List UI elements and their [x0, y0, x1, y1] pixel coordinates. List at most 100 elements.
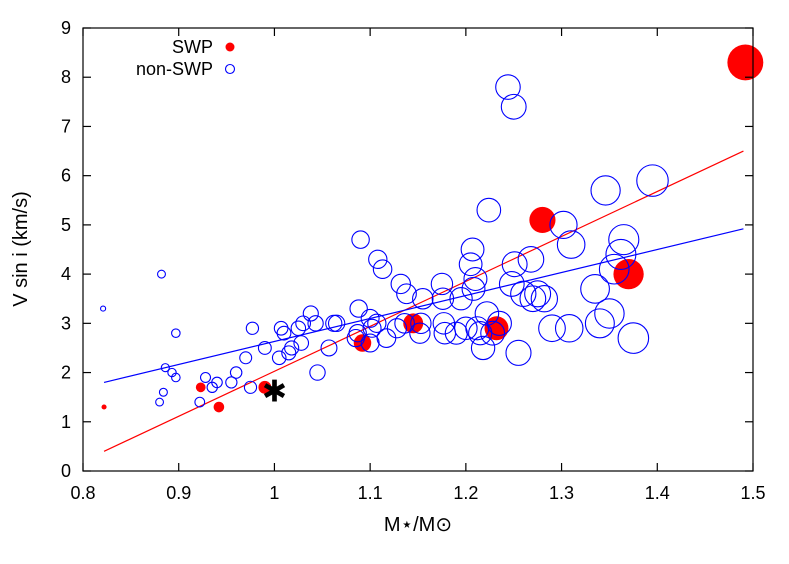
- non-swp-point-55: [449, 287, 473, 311]
- non-swp-point-71: [501, 251, 528, 278]
- non-swp-point-49: [412, 287, 434, 310]
- non-swp-point-40: [368, 249, 388, 270]
- non-swp-point-13: [229, 366, 243, 379]
- non-swp-point-21: [281, 345, 297, 361]
- legend-marker-1: [224, 63, 236, 75]
- non-swp-point-24: [293, 335, 310, 351]
- non-swp-point-20: [276, 325, 292, 341]
- non-swp-point-34: [349, 299, 368, 318]
- non-swp-point-27: [307, 315, 324, 332]
- non-swp-point-12: [225, 376, 238, 389]
- swp-point-5: [403, 313, 424, 334]
- non-swp-point-33: [348, 323, 367, 343]
- fit-line-0: [103, 150, 744, 452]
- y-tick-label-0: 0: [61, 461, 71, 481]
- non-swp-point-14: [239, 351, 253, 365]
- non-swp-point-0: [100, 305, 107, 312]
- y-tick-label-7: 7: [61, 116, 71, 136]
- non-swp-point-89: [617, 322, 650, 354]
- y-tick-label-2: 2: [61, 363, 71, 383]
- x-tick-label-4: 1.2: [453, 483, 478, 503]
- non-swp-point-45: [394, 313, 415, 334]
- swp-point-3: [258, 380, 272, 394]
- non-swp-point-1: [155, 397, 165, 407]
- non-swp-point-39: [367, 313, 387, 333]
- non-swp-point-67: [486, 310, 512, 336]
- x-tick-label-2: 1: [269, 483, 279, 503]
- non-swp-point-84: [590, 175, 621, 206]
- non-swp-point-3: [158, 387, 168, 397]
- ticks-layer: 0.8 0.9 1 1.1 1.2 1.3 1.4 1.5 0 1 2 3 4 5 6 7 8 9: [61, 18, 766, 503]
- non-swp-point-26: [302, 305, 319, 322]
- non-swp-point-76: [524, 280, 552, 308]
- y-tick-label-8: 8: [61, 67, 71, 87]
- non-swp-point-81: [556, 230, 586, 259]
- y-tick-label-9: 9: [61, 18, 71, 38]
- non-swp-point-48: [410, 312, 432, 335]
- series-non-swp: [100, 74, 669, 408]
- y-tick-label-6: 6: [61, 166, 71, 186]
- y-tick-label-5: 5: [61, 215, 71, 235]
- non-swp-point-16: [245, 321, 260, 335]
- non-swp-point-52: [432, 312, 456, 335]
- non-swp-point-90: [636, 164, 669, 197]
- x-tick-label-0: 0.8: [70, 483, 95, 503]
- swp-point-9: [727, 44, 764, 81]
- legend-label-1: non-SWP: [136, 59, 213, 79]
- plot-frame: [82, 27, 754, 472]
- y-tick-label-1: 1: [61, 412, 71, 432]
- legend-marker-0: [225, 42, 235, 52]
- non-swp-point-41: [372, 259, 393, 279]
- non-swp-point-69: [498, 271, 525, 297]
- non-swp-point-86: [598, 253, 630, 285]
- non-swp-point-74: [517, 245, 545, 273]
- non-swp-point-28: [309, 364, 326, 381]
- non-swp-point-72: [505, 339, 532, 366]
- non-swp-point-87: [605, 238, 637, 270]
- non-swp-point-79: [549, 210, 578, 240]
- non-swp-point-35: [351, 230, 370, 249]
- swp-point-2: [213, 401, 225, 413]
- x-tick-label-1: 0.9: [166, 483, 191, 503]
- non-swp-point-18: [271, 350, 287, 366]
- x-tick-label-6: 1.4: [645, 483, 670, 503]
- non-swp-point-63: [470, 335, 496, 361]
- non-swp-point-31: [327, 314, 346, 333]
- non-swp-point-15: [243, 380, 258, 394]
- x-tick-label-3: 1.1: [358, 483, 383, 503]
- non-swp-point-85: [594, 298, 625, 329]
- x-axis-title: M⋆/M⊙: [384, 514, 452, 536]
- y-tick-label-3: 3: [61, 313, 71, 333]
- swp-point-6: [484, 316, 509, 341]
- non-swp-point-29: [320, 339, 338, 357]
- non-swp-point-46: [396, 283, 417, 305]
- non-swp-point-11: [211, 376, 223, 389]
- x-tick-label-5: 1.3: [549, 483, 574, 503]
- non-swp-point-60: [463, 267, 488, 292]
- swp-point-1: [195, 382, 206, 393]
- non-swp-point-51: [431, 287, 455, 310]
- non-swp-point-38: [362, 318, 382, 338]
- non-swp-point-8: [194, 396, 206, 408]
- series-swp: [101, 44, 764, 413]
- non-swp-point-82: [580, 273, 610, 304]
- non-swp-point-73: [510, 280, 537, 307]
- non-swp-point-2: [157, 269, 166, 279]
- non-swp-point-6: [171, 372, 181, 383]
- non-swp-point-23: [290, 320, 307, 337]
- non-swp-point-7: [171, 328, 181, 338]
- y-axis-title: V sin i (km/s): [10, 191, 32, 307]
- non-swp-point-4: [160, 363, 170, 373]
- swp-point-7: [529, 206, 556, 234]
- non-swp-point-88: [608, 224, 640, 256]
- non-swp-point-50: [430, 272, 454, 296]
- fit-line-1: [103, 228, 744, 383]
- non-swp-point-77: [530, 285, 559, 313]
- x-tick-label-7: 1.5: [740, 483, 765, 503]
- non-swp-point-58: [460, 237, 485, 262]
- non-swp-point-78: [538, 314, 566, 343]
- non-swp-point-65: [476, 197, 502, 223]
- non-swp-point-37: [360, 308, 380, 328]
